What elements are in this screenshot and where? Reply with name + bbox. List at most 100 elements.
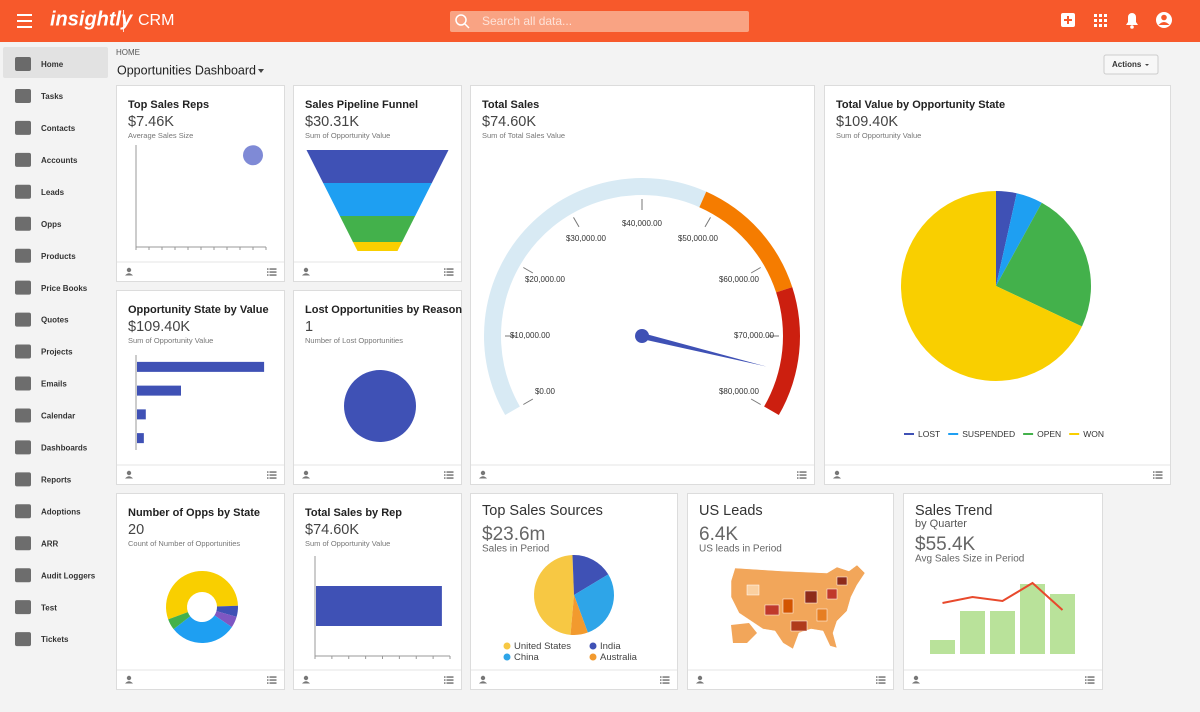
list-icon[interactable] bbox=[797, 471, 807, 479]
list-icon-dot bbox=[444, 268, 446, 270]
list-icon[interactable] bbox=[1153, 471, 1163, 479]
owner-icon[interactable] bbox=[696, 675, 704, 684]
nav-item[interactable]: Accounts bbox=[15, 152, 78, 167]
list-icon-dot bbox=[444, 477, 446, 479]
list-icon[interactable] bbox=[444, 471, 454, 479]
list-icon[interactable] bbox=[1085, 676, 1095, 684]
list-icon-bar bbox=[1087, 682, 1095, 684]
nav-item[interactable]: Leads bbox=[15, 184, 65, 199]
nav-label: Test bbox=[41, 603, 57, 612]
list-icon[interactable] bbox=[444, 268, 454, 276]
nav-item[interactable]: Projects bbox=[15, 344, 73, 359]
search-box[interactable]: Search all data... bbox=[450, 11, 749, 32]
list-icon-dot bbox=[797, 474, 799, 476]
list-icon[interactable] bbox=[444, 676, 454, 684]
owner-icon[interactable] bbox=[479, 675, 487, 684]
menu-button[interactable] bbox=[17, 14, 32, 28]
widget-title: Top Sales Sources bbox=[482, 503, 603, 519]
list-icon[interactable] bbox=[267, 268, 277, 276]
legend-swatch bbox=[503, 642, 511, 650]
legend-label: OPEN bbox=[1037, 429, 1061, 439]
nav-item[interactable]: Reports bbox=[15, 472, 72, 487]
alaska bbox=[731, 623, 757, 643]
owner-icon[interactable] bbox=[125, 470, 133, 479]
nav-label: Quotes bbox=[41, 316, 69, 325]
nav-item[interactable]: Tickets bbox=[15, 632, 69, 647]
gauge-tick-label: $10,000.00 bbox=[510, 331, 551, 340]
nav-label: Reports bbox=[41, 475, 72, 484]
owner-icon[interactable] bbox=[125, 267, 133, 276]
nav-item[interactable]: Tasks bbox=[15, 88, 64, 103]
nav-item[interactable]: Products bbox=[15, 248, 76, 263]
nav-icon bbox=[15, 472, 31, 487]
owner-icon[interactable] bbox=[302, 267, 310, 276]
nav-item[interactable]: Quotes bbox=[15, 312, 69, 327]
nav-icon bbox=[15, 120, 31, 135]
nav-item[interactable]: Home bbox=[15, 57, 64, 71]
nav-item[interactable]: Opps bbox=[15, 216, 62, 231]
owner-icon[interactable] bbox=[302, 470, 310, 479]
legend-label: China bbox=[514, 652, 540, 663]
breadcrumb[interactable]: HOME bbox=[116, 48, 140, 57]
owner-icon[interactable] bbox=[125, 675, 133, 684]
list-icon-bar bbox=[446, 679, 454, 681]
bar bbox=[137, 409, 146, 420]
owner-icon[interactable] bbox=[912, 675, 920, 684]
gauge-tick-label: $60,000.00 bbox=[719, 275, 760, 284]
owner-icon-head bbox=[303, 675, 309, 681]
bar bbox=[316, 586, 442, 626]
nav-item[interactable]: Calendar bbox=[15, 408, 75, 423]
nav-item[interactable]: Adoptions bbox=[15, 504, 81, 519]
profile-button[interactable] bbox=[1156, 12, 1172, 28]
apps-dot bbox=[1094, 19, 1097, 22]
actions-button[interactable]: Actions bbox=[1103, 54, 1159, 75]
list-icon[interactable] bbox=[267, 471, 277, 479]
page-title[interactable]: Opportunities Dashboard bbox=[117, 63, 256, 77]
nav-item[interactable]: Contacts bbox=[15, 120, 76, 135]
gauge-tick-label: $80,000.00 bbox=[719, 387, 760, 396]
owner-icon-head bbox=[480, 470, 486, 476]
search-icon bbox=[464, 23, 470, 29]
list-icon[interactable] bbox=[267, 676, 277, 684]
nav-item[interactable]: Audit Loggers bbox=[15, 568, 96, 583]
apps-dot bbox=[1094, 14, 1097, 17]
actions-box[interactable] bbox=[1103, 54, 1159, 75]
nav-item[interactable]: Dashboards bbox=[15, 440, 88, 455]
list-icon-bar bbox=[878, 676, 886, 678]
widget-title: Sales Pipeline Funnel bbox=[305, 99, 418, 111]
list-icon-dot bbox=[797, 471, 799, 473]
list-icon-dot bbox=[1153, 477, 1155, 479]
add-button[interactable] bbox=[1061, 13, 1075, 27]
owner-icon[interactable] bbox=[479, 470, 487, 479]
owner-icon-body bbox=[479, 681, 487, 684]
widget-card bbox=[470, 85, 815, 485]
logo[interactable]: insightly bbox=[50, 8, 133, 30]
owner-icon[interactable] bbox=[302, 675, 310, 684]
search-icon bbox=[455, 14, 467, 26]
owner-icon-body bbox=[125, 476, 133, 479]
nav-label: Contacts bbox=[41, 124, 76, 133]
nav-item[interactable]: Price Books bbox=[15, 280, 88, 295]
list-icon[interactable] bbox=[660, 676, 670, 684]
list-icon[interactable] bbox=[876, 676, 886, 684]
apps-button[interactable] bbox=[1094, 14, 1107, 27]
nav-icon bbox=[15, 504, 31, 519]
notifications-button[interactable] bbox=[1126, 13, 1138, 29]
menu-bar bbox=[17, 26, 32, 28]
list-icon-bar bbox=[662, 682, 670, 684]
nav-label: Audit Loggers bbox=[41, 571, 96, 580]
apps-dot bbox=[1094, 24, 1097, 27]
owner-icon[interactable] bbox=[833, 470, 841, 479]
list-icon-bar bbox=[269, 271, 277, 273]
nav-item[interactable]: Emails bbox=[15, 376, 67, 391]
nav-item[interactable]: Test bbox=[15, 600, 57, 615]
list-icon-dot bbox=[1153, 471, 1155, 473]
list-icon-dot bbox=[1085, 682, 1087, 684]
bar bbox=[990, 611, 1015, 654]
nav-label: Home bbox=[41, 60, 64, 69]
widget-subtitle: Average Sales Size bbox=[128, 131, 193, 140]
search-field[interactable] bbox=[450, 11, 749, 32]
nav-item[interactable]: ARR bbox=[15, 536, 59, 551]
title-caret[interactable] bbox=[258, 69, 264, 73]
